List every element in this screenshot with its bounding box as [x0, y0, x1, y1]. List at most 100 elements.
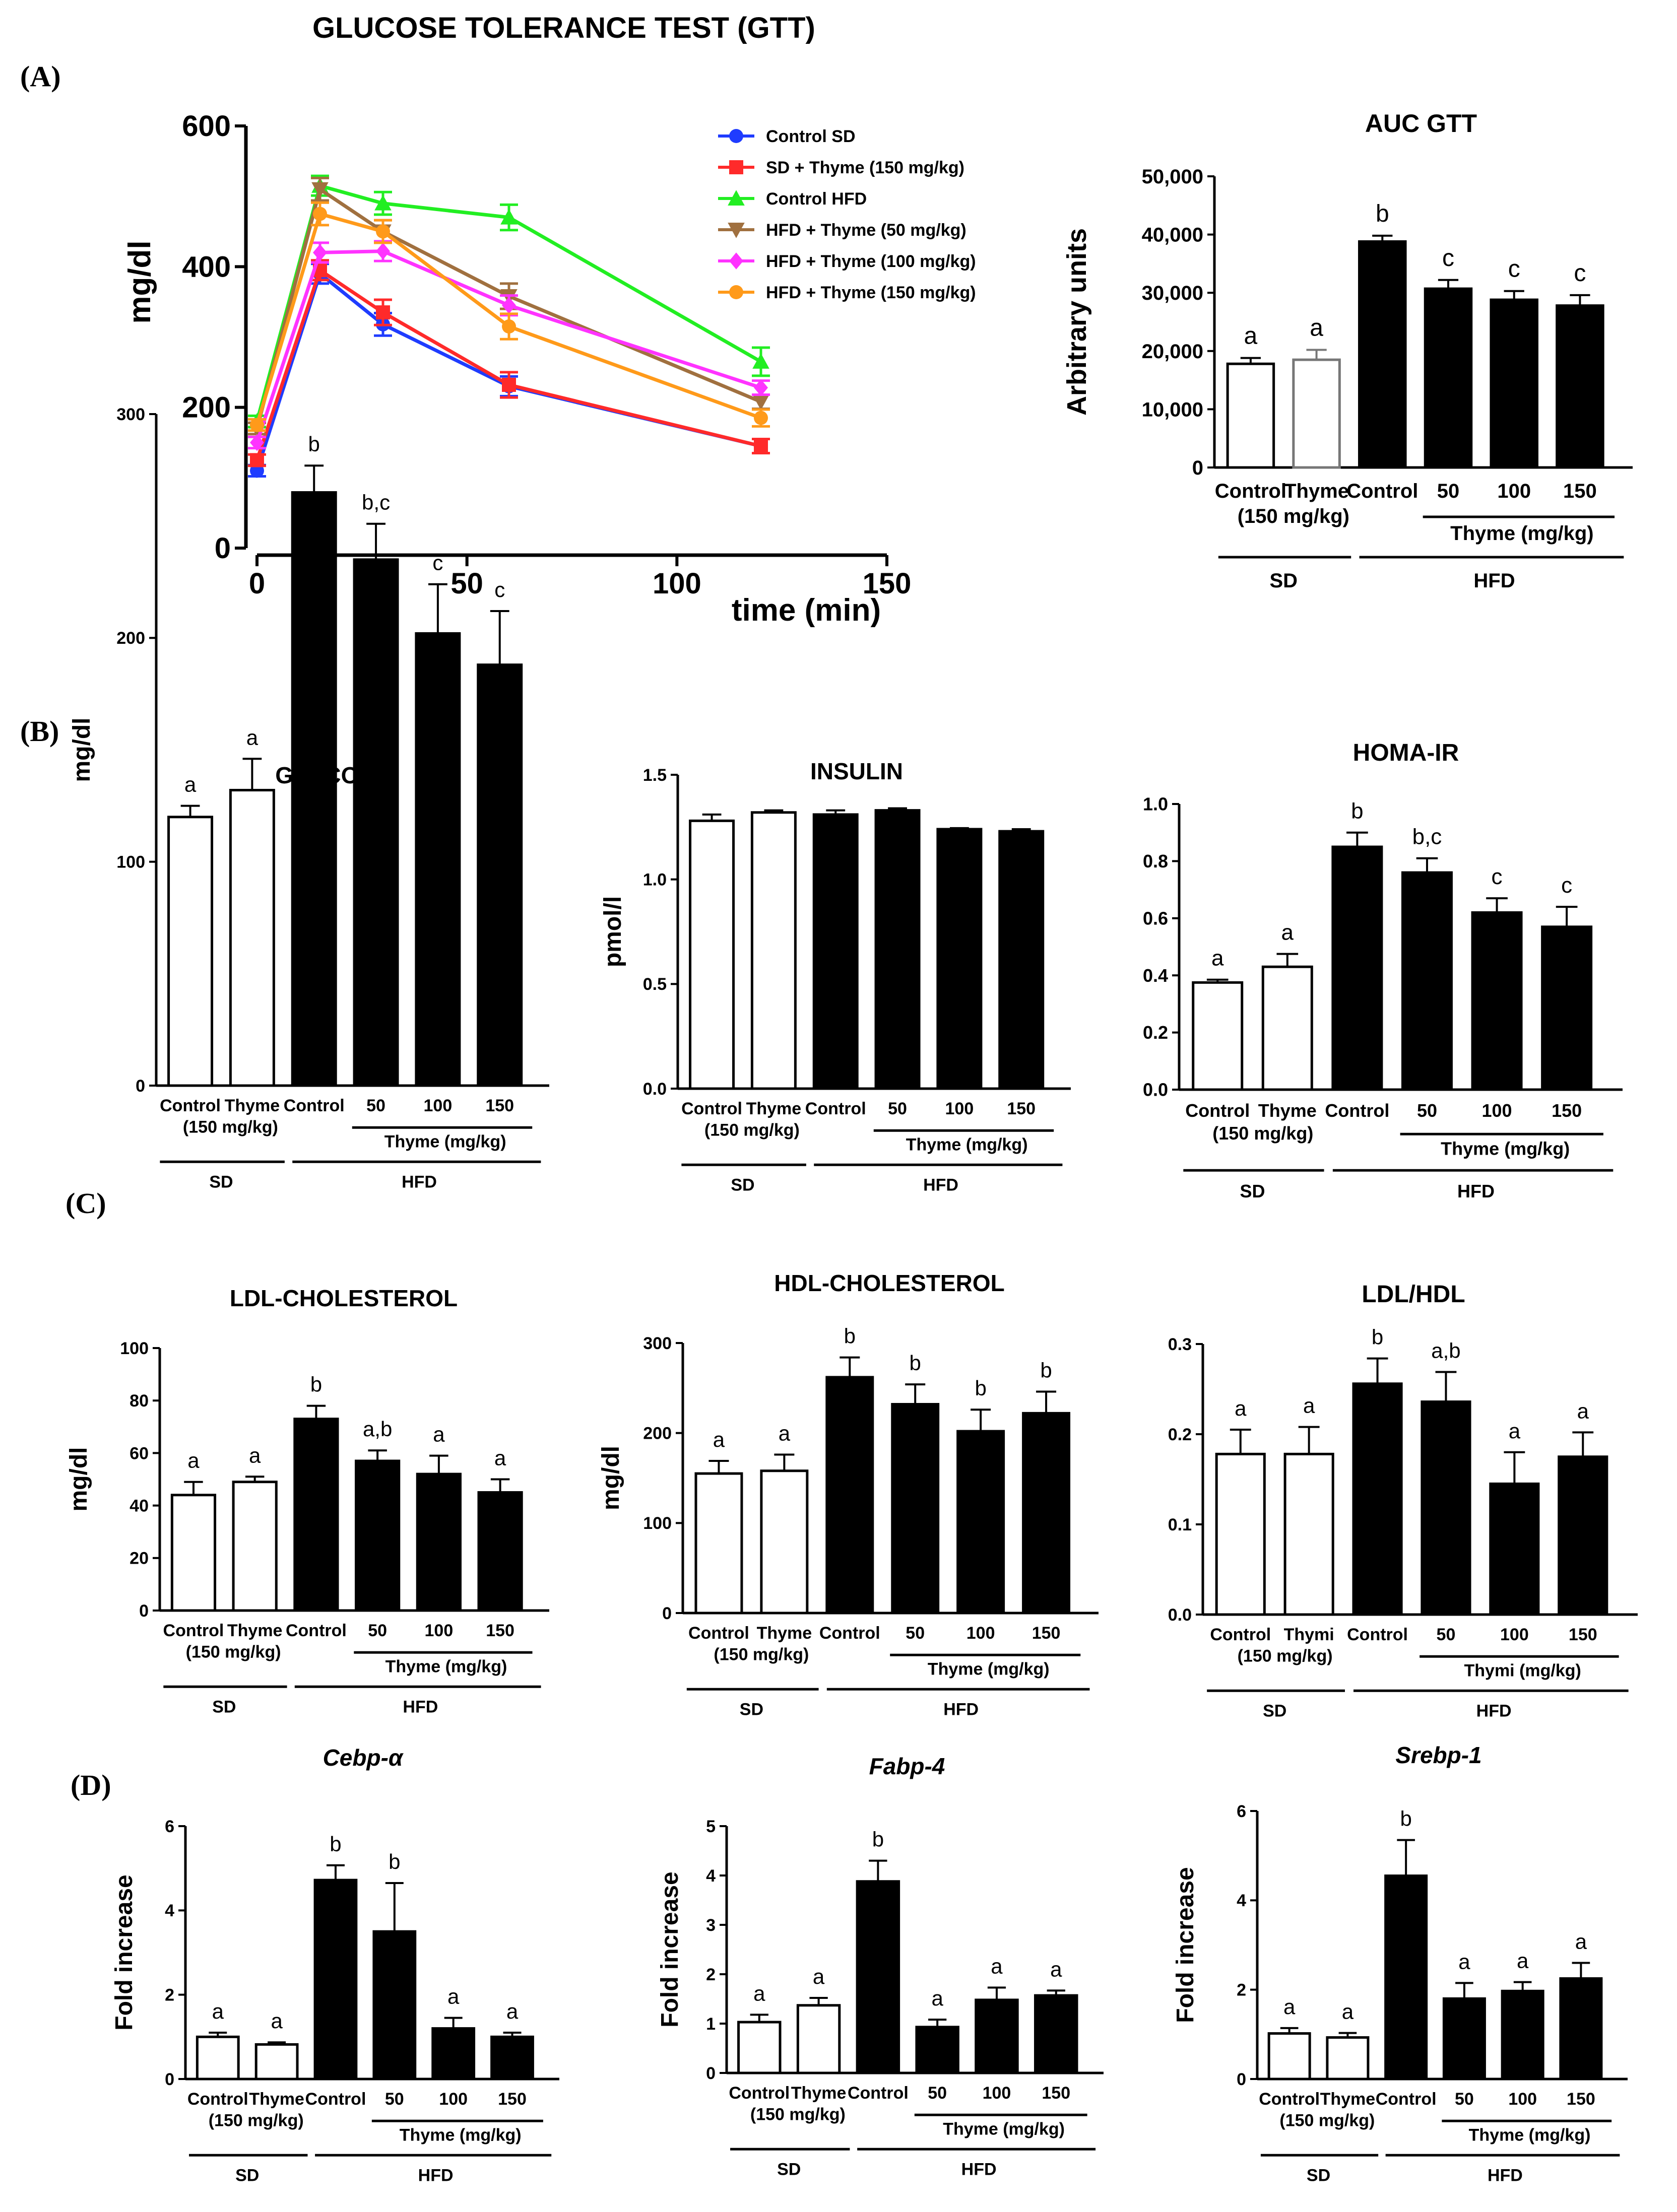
- glucose-bar: [167, 816, 214, 1087]
- ldl-category-label: 100: [425, 1621, 454, 1640]
- panel-label-d: (D): [71, 1769, 111, 1801]
- homa-ir-bar: [1401, 871, 1453, 1091]
- fabp-category-label: Control: [729, 2084, 790, 2103]
- srebp-chart: Srebp-1 Fold increase 0 2 4 6 a Control a Thyme b C…: [1172, 1742, 1628, 2185]
- srebp-sd-sub-label: (150 mg/kg): [1279, 2111, 1375, 2130]
- ldl-hdl-sig-letter: a: [1509, 1419, 1521, 1443]
- gtt-legend-label: HFD + Thyme (100 mg/kg): [766, 252, 976, 271]
- hdl-sig-letter: b: [975, 1376, 986, 1400]
- cebp-category-label: Control: [187, 2090, 248, 2109]
- homa-ir-category-label: Control: [1325, 1100, 1389, 1121]
- insulin-category-label: Thyme: [746, 1099, 802, 1118]
- ldl-hdl-sd-sub-label: (150 mg/kg): [1238, 1647, 1333, 1666]
- auc-gtt-sd-sub-label: (150 mg/kg): [1238, 505, 1349, 527]
- ldl-category-label: Thyme: [227, 1621, 283, 1640]
- auc-gtt-sd-label: SD: [1269, 570, 1298, 592]
- cebp-bar: [372, 1930, 417, 2081]
- fabp-sig-letter: a: [931, 1986, 943, 2010]
- gtt-marker: [729, 129, 743, 143]
- glucose-ylabel: mg/dl: [69, 718, 95, 782]
- gtt-marker: [250, 434, 264, 451]
- fabp-bar: [975, 1998, 1019, 2074]
- insulin-sd-sub-label: (150 mg/kg): [704, 1121, 800, 1140]
- cebp-sd-label: SD: [235, 2166, 259, 2185]
- fabp-sig-letter: a: [991, 1954, 1003, 1978]
- homa-ir-ytick-label: 0.6: [1143, 908, 1168, 928]
- glucose-thyme-label: Thyme (mg/kg): [384, 1132, 506, 1151]
- ldl-hdl-category-label: Thymi: [1284, 1625, 1334, 1644]
- hdl-hfd-label: HFD: [943, 1700, 979, 1719]
- glucose-category-label: Control: [284, 1096, 345, 1115]
- ldl-sd-sub-label: (150 mg/kg): [186, 1643, 281, 1662]
- gtt-marker: [376, 305, 390, 320]
- hdl-ytick-label: 100: [643, 1514, 672, 1533]
- insulin-category-label: Control: [681, 1099, 742, 1118]
- glucose-sig-letter: c: [494, 578, 505, 601]
- srebp-category-label: 150: [1567, 2090, 1595, 2109]
- fabp-category-label: 150: [1042, 2084, 1070, 2103]
- gtt-marker: [729, 252, 743, 270]
- fabp-category-label: Thyme: [791, 2084, 847, 2103]
- auc-gtt-sig-letter: a: [1310, 314, 1323, 341]
- fabp-ytick-label: 4: [706, 1866, 716, 1886]
- hdl-bar: [956, 1430, 1005, 1615]
- gtt-marker: [752, 394, 769, 411]
- gtt-marker: [311, 182, 329, 198]
- hdl-category-label: 50: [906, 1624, 925, 1643]
- fabp-sd-label: SD: [777, 2160, 801, 2179]
- auc-gtt-bar: [1490, 298, 1538, 469]
- insulin-thyme-label: Thyme (mg/kg): [906, 1135, 1028, 1154]
- srebp-category-label: Thyme: [1320, 2090, 1376, 2109]
- insulin-chart: INSULIN pmol/l 0.0 0.5 1.0 1.5 Control Thyme Con…: [600, 758, 1071, 1194]
- srebp-bar: [1442, 1997, 1486, 2081]
- cebp-sd-sub-label: (150 mg/kg): [209, 2111, 304, 2130]
- gtt-marker: [250, 453, 264, 467]
- srebp-category-label: Control: [1376, 2090, 1437, 2109]
- homa-ir-category-label: 50: [1417, 1100, 1437, 1121]
- ldl-hdl-bar: [1489, 1482, 1540, 1616]
- homa-ir-bar: [1331, 845, 1383, 1091]
- ldl-hdl-sig-letter: a: [1577, 1399, 1589, 1423]
- ldl-hdl-ytick-label: 0.0: [1168, 1605, 1192, 1625]
- hdl-ytick-label: 200: [643, 1424, 672, 1443]
- homa-ir-ytick-label: 0.2: [1143, 1022, 1168, 1043]
- ldl-hdl-category-label: Control: [1210, 1625, 1271, 1644]
- cebp-ytick-label: 0: [165, 2070, 174, 2089]
- hdl-sd-label: SD: [740, 1700, 763, 1719]
- fabp-hfd-label: HFD: [961, 2160, 997, 2179]
- fabp-bar: [1034, 1994, 1078, 2074]
- figure-title: GLUCOSE TOLERANCE TEST (GTT): [312, 12, 815, 44]
- fabp-category-label: Control: [848, 2084, 909, 2103]
- panel-label-b: (B): [20, 715, 59, 748]
- insulin-hfd-label: HFD: [923, 1175, 958, 1194]
- gtt-marker: [729, 285, 743, 299]
- hdl-thyme-label: Thyme (mg/kg): [928, 1659, 1050, 1679]
- auc-gtt-ylabel: Arbitrary units: [1062, 228, 1092, 416]
- glucose-category-label: 150: [485, 1096, 514, 1115]
- hdl-category-label: 150: [1032, 1624, 1061, 1643]
- gtt-marker: [313, 207, 327, 221]
- ldl-hdl-category-label: 150: [1569, 1625, 1597, 1644]
- insulin-category-label: 150: [1007, 1099, 1036, 1118]
- insulin-ytick-label: 1.5: [643, 766, 667, 785]
- ldl-thyme-label: Thyme (mg/kg): [385, 1657, 507, 1676]
- srebp-bar: [1326, 2036, 1370, 2081]
- cebp-ytick-label: 4: [165, 1901, 174, 1920]
- cebp-sig-letter: a: [212, 1999, 224, 2023]
- auc-gtt-ytick-label: 40,000: [1142, 224, 1203, 246]
- srebp-bar: [1559, 1977, 1603, 2081]
- srebp-sig-letter: a: [1283, 1995, 1296, 2019]
- hdl-sig-letter: b: [1040, 1358, 1052, 1382]
- fabp-ytick-label: 2: [706, 1965, 716, 1984]
- ldl-hdl-sig-letter: a,b: [1431, 1338, 1460, 1362]
- gtt-marker: [313, 244, 327, 261]
- glucose-ytick-label: 100: [116, 853, 145, 872]
- homa-ir-thyme-label: Thyme (mg/kg): [1441, 1138, 1570, 1159]
- auc-gtt-sig-letter: c: [1508, 256, 1520, 283]
- fabp-sig-letter: b: [872, 1828, 884, 1851]
- cebp-ylabel: Fold increase: [111, 1874, 138, 2030]
- srebp-ylabel: Fold increase: [1172, 1867, 1199, 2023]
- glucose-ytick-label: 300: [116, 405, 145, 424]
- gtt-marker: [502, 319, 516, 334]
